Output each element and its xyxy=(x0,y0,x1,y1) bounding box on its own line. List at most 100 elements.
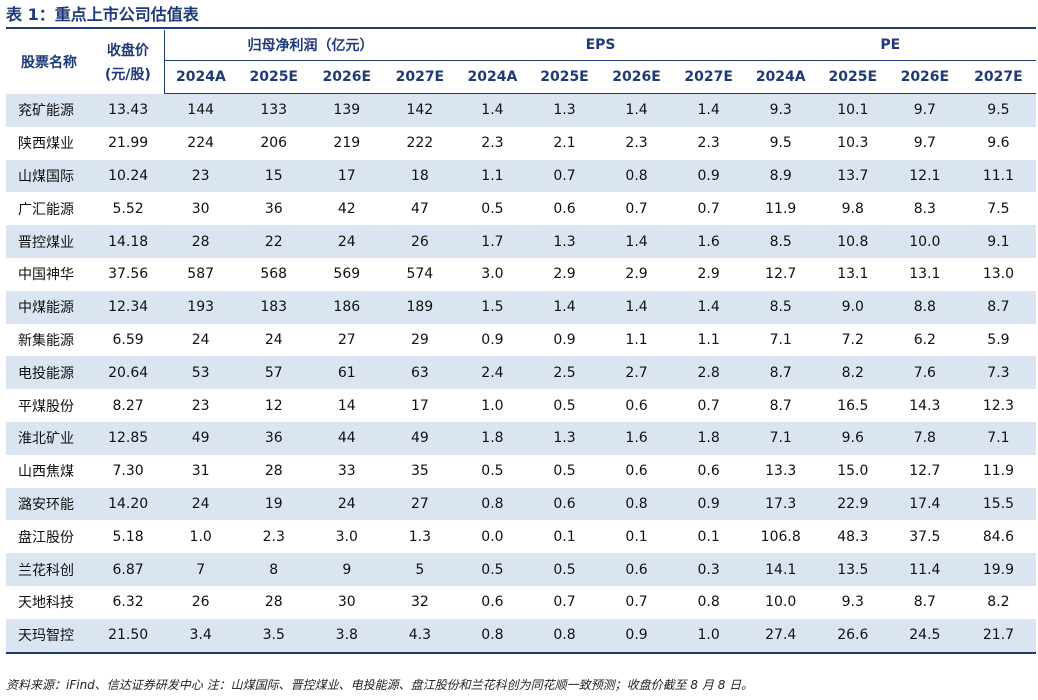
value-cell: 36 xyxy=(237,192,311,226)
value-cell: 27.4 xyxy=(744,618,817,654)
value-cell: 186 xyxy=(310,290,384,324)
header-group-eps: EPS xyxy=(585,37,616,53)
value-cell: 2.7 xyxy=(600,356,673,390)
header-year: 2025E xyxy=(528,60,601,94)
value-cell: 0.8 xyxy=(672,585,745,619)
value-cell: 222 xyxy=(383,126,457,160)
value-cell: 28 xyxy=(237,585,311,619)
value-cell: 8 xyxy=(237,553,311,586)
value-cell: 12 xyxy=(237,389,311,422)
value-cell: 3.0 xyxy=(456,257,529,291)
table-row: 山西焦煤 7.30 31 28 33 35 0.5 0.5 0.6 0.6 13.3 15.0 12.7… xyxy=(6,454,1036,488)
close-price-cell: 14.18 xyxy=(92,225,165,258)
value-cell: 587 xyxy=(164,257,238,291)
close-price-cell: 12.34 xyxy=(92,290,165,324)
close-price-cell: 6.87 xyxy=(92,553,165,586)
value-cell: 17.3 xyxy=(744,487,817,521)
value-cell: 1.3 xyxy=(528,421,601,455)
value-cell: 10.3 xyxy=(816,126,889,160)
value-cell: 57 xyxy=(237,356,311,390)
value-cell: 36 xyxy=(237,421,311,455)
table-row: 陕西煤业 21.99 224 206 219 222 2.3 2.1 2.3 2.3 9.5 10.3… xyxy=(6,126,1036,160)
value-cell: 1.1 xyxy=(672,323,745,357)
value-cell: 0.6 xyxy=(528,487,601,521)
value-cell: 0.8 xyxy=(600,159,673,193)
table-row: 潞安环能 14.20 24 19 24 27 0.8 0.6 0.8 0.9 17.3 22.9 17.… xyxy=(6,487,1036,521)
header-year: 2026E xyxy=(888,60,961,94)
value-cell: 0.9 xyxy=(528,323,601,357)
value-cell: 9.7 xyxy=(888,126,961,160)
top-rule xyxy=(6,27,1036,29)
value-cell: 22.9 xyxy=(816,487,889,521)
value-cell: 32 xyxy=(383,585,457,619)
value-cell: 133 xyxy=(237,93,311,127)
close-price-cell: 7.30 xyxy=(92,454,165,488)
value-cell: 8.5 xyxy=(744,225,817,258)
table-row: 晋控煤业 14.18 28 22 24 26 1.7 1.3 1.4 1.6 8.5 10.8 10.0… xyxy=(6,225,1036,258)
value-cell: 2.3 xyxy=(237,520,311,554)
value-cell: 30 xyxy=(164,192,238,226)
value-cell: 5.9 xyxy=(960,323,1036,357)
value-cell: 3.8 xyxy=(310,618,384,654)
value-cell: 8.2 xyxy=(960,585,1036,619)
stock-name-cell: 盘江股份 xyxy=(6,520,93,554)
value-cell: 0.8 xyxy=(600,487,673,521)
value-cell: 7.8 xyxy=(888,421,961,455)
header-year: 2027E xyxy=(960,60,1036,94)
value-cell: 23 xyxy=(164,159,238,193)
value-cell: 10.8 xyxy=(816,225,889,258)
table-row: 中国神华 37.56 587 568 569 574 3.0 2.9 2.9 2.9 12.7 13.… xyxy=(6,257,1036,291)
close-price-cell: 14.20 xyxy=(92,487,165,521)
value-cell: 1.4 xyxy=(456,93,529,127)
stock-name-cell: 兰花科创 xyxy=(6,553,93,586)
value-cell: 1.3 xyxy=(528,93,601,127)
value-cell: 0.7 xyxy=(600,192,673,226)
value-cell: 9.5 xyxy=(744,126,817,160)
value-cell: 1.0 xyxy=(456,389,529,422)
value-cell: 47 xyxy=(383,192,457,226)
value-cell: 0.5 xyxy=(528,553,601,586)
value-cell: 84.6 xyxy=(960,520,1036,554)
value-cell: 12.1 xyxy=(888,159,961,193)
value-cell: 2.1 xyxy=(528,126,601,160)
value-cell: 7.6 xyxy=(888,356,961,390)
value-cell: 19.9 xyxy=(960,553,1036,586)
value-cell: 0.6 xyxy=(456,585,529,619)
value-cell: 0.9 xyxy=(600,618,673,654)
value-cell: 9.1 xyxy=(960,225,1036,258)
value-cell: 15.5 xyxy=(960,487,1036,521)
value-cell: 2.3 xyxy=(600,126,673,160)
close-price-cell: 5.18 xyxy=(92,520,165,554)
value-cell: 17.4 xyxy=(888,487,961,521)
header-close-price-line1: 收盘价 xyxy=(106,42,149,59)
value-cell: 8.7 xyxy=(888,585,961,619)
value-cell: 29 xyxy=(383,323,457,357)
value-cell: 9.3 xyxy=(816,585,889,619)
value-cell: 24 xyxy=(164,323,238,357)
header-year: 2025E xyxy=(816,60,889,94)
table-row: 平煤股份 8.27 23 12 14 17 1.0 0.5 0.6 0.7 8.7 16.5 14.3 1… xyxy=(6,389,1036,422)
value-cell: 61 xyxy=(310,356,384,390)
value-cell: 15.0 xyxy=(816,454,889,488)
value-cell: 26 xyxy=(164,585,238,619)
value-cell: 24.5 xyxy=(888,618,961,654)
value-cell: 26 xyxy=(383,225,457,258)
value-cell: 15 xyxy=(237,159,311,193)
value-cell: 0.7 xyxy=(600,585,673,619)
header-group-pe: PE xyxy=(880,37,901,53)
close-price-cell: 20.64 xyxy=(92,356,165,390)
value-cell: 63 xyxy=(383,356,457,390)
close-price-cell: 21.99 xyxy=(92,126,165,160)
close-price-cell: 8.27 xyxy=(92,389,165,422)
value-cell: 2.5 xyxy=(528,356,601,390)
value-cell: 0.9 xyxy=(456,323,529,357)
close-price-cell: 12.85 xyxy=(92,421,165,455)
table-row: 淮北矿业 12.85 49 36 44 49 1.8 1.3 1.6 1.8 7.1 9.6 7.8 7.… xyxy=(6,421,1036,455)
value-cell: 1.0 xyxy=(672,618,745,654)
value-cell: 0.6 xyxy=(600,389,673,422)
value-cell: 24 xyxy=(237,323,311,357)
value-cell: 11.9 xyxy=(744,192,817,226)
value-cell: 4.3 xyxy=(383,618,457,654)
value-cell: 53 xyxy=(164,356,238,390)
value-cell: 18 xyxy=(383,159,457,193)
